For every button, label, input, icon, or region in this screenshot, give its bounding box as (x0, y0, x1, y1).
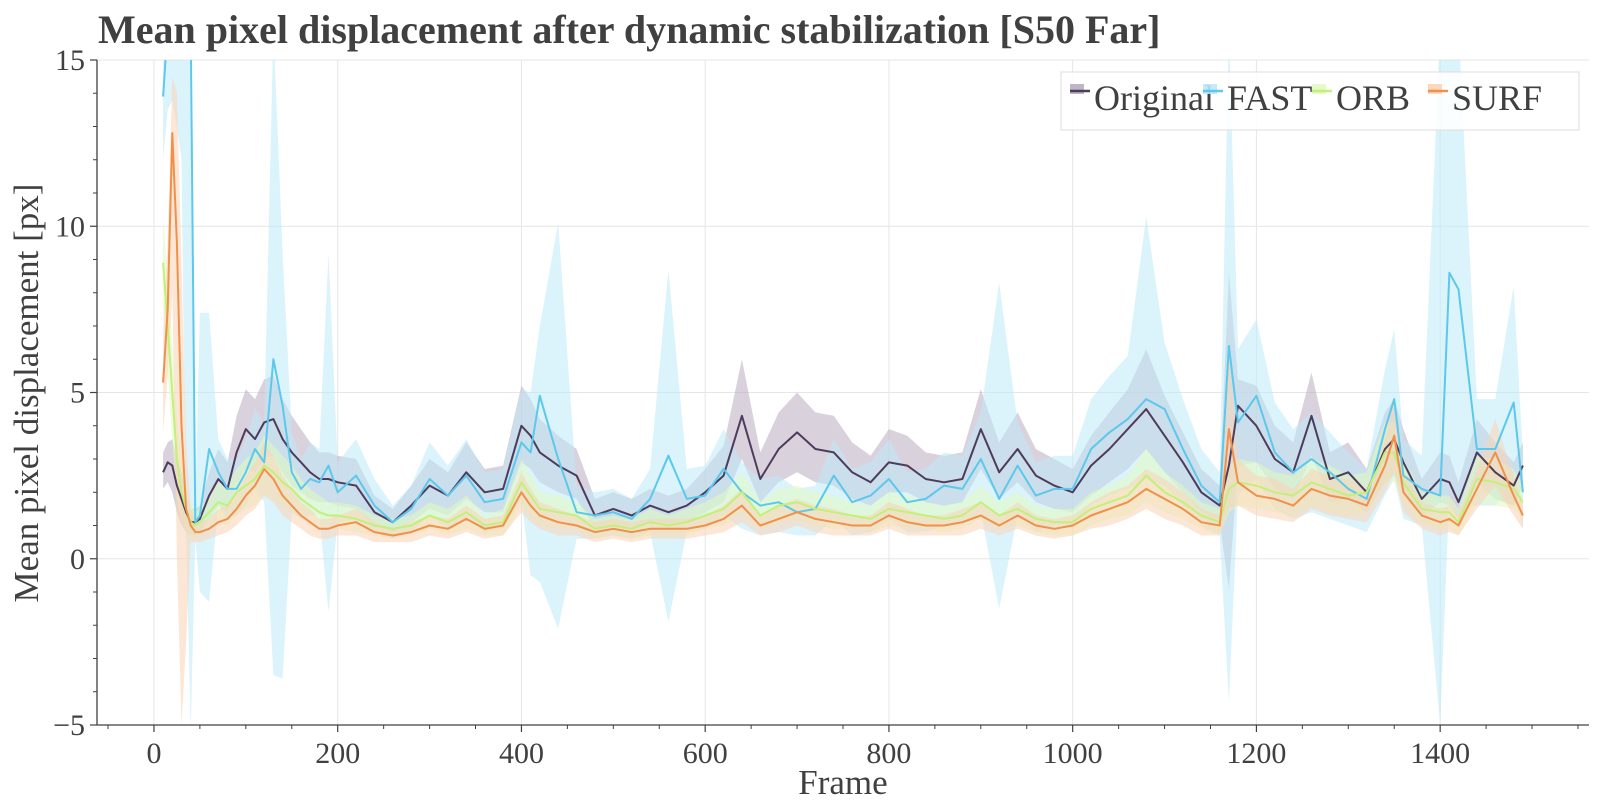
legend-label: ORB (1336, 78, 1410, 118)
x-tick-label: 600 (683, 737, 728, 770)
series-lines (162, 60, 1524, 537)
legend-swatch-band (1203, 84, 1217, 94)
band-surf (163, 76, 1523, 725)
x-tick-label: 200 (315, 737, 360, 770)
legend-swatch-band (1428, 84, 1442, 94)
y-axis-label: Mean pixel displacement [px] (7, 184, 46, 603)
x-tick-label: 1400 (1410, 737, 1470, 770)
grid (97, 59, 1589, 726)
line-orb (162, 262, 1524, 530)
legend-label: SURF (1452, 78, 1542, 118)
y-tick-label: 10 (55, 210, 85, 243)
y-tick-label: 0 (70, 543, 85, 576)
chart-title: Mean pixel displacement after dynamic st… (98, 7, 1161, 52)
x-tick-label: 1000 (1043, 737, 1103, 770)
legend: Original FAST ORB SURF (1060, 71, 1580, 131)
legend-swatch-band (1070, 84, 1084, 94)
legend-label: FAST (1227, 78, 1312, 118)
y-tick-label: −5 (53, 709, 85, 742)
ticks: 0 200 400 600 800 1000 1200 1400 −5 0 5 10 15 (53, 44, 1579, 770)
band-fast (163, 60, 1523, 725)
legend-swatch-band (1312, 84, 1326, 94)
confidence-bands (163, 60, 1523, 725)
x-tick-label: 1200 (1226, 737, 1286, 770)
x-tick-label: 400 (499, 737, 544, 770)
legend-box (1060, 71, 1580, 131)
x-tick-label: 0 (146, 737, 161, 770)
y-tick-label: 5 (70, 377, 85, 410)
line-surf (162, 132, 1524, 537)
x-axis-label: Frame (798, 763, 887, 800)
y-tick-label: 15 (55, 44, 85, 77)
x-tick-label: 800 (866, 737, 911, 770)
legend-label: Original (1094, 78, 1214, 118)
